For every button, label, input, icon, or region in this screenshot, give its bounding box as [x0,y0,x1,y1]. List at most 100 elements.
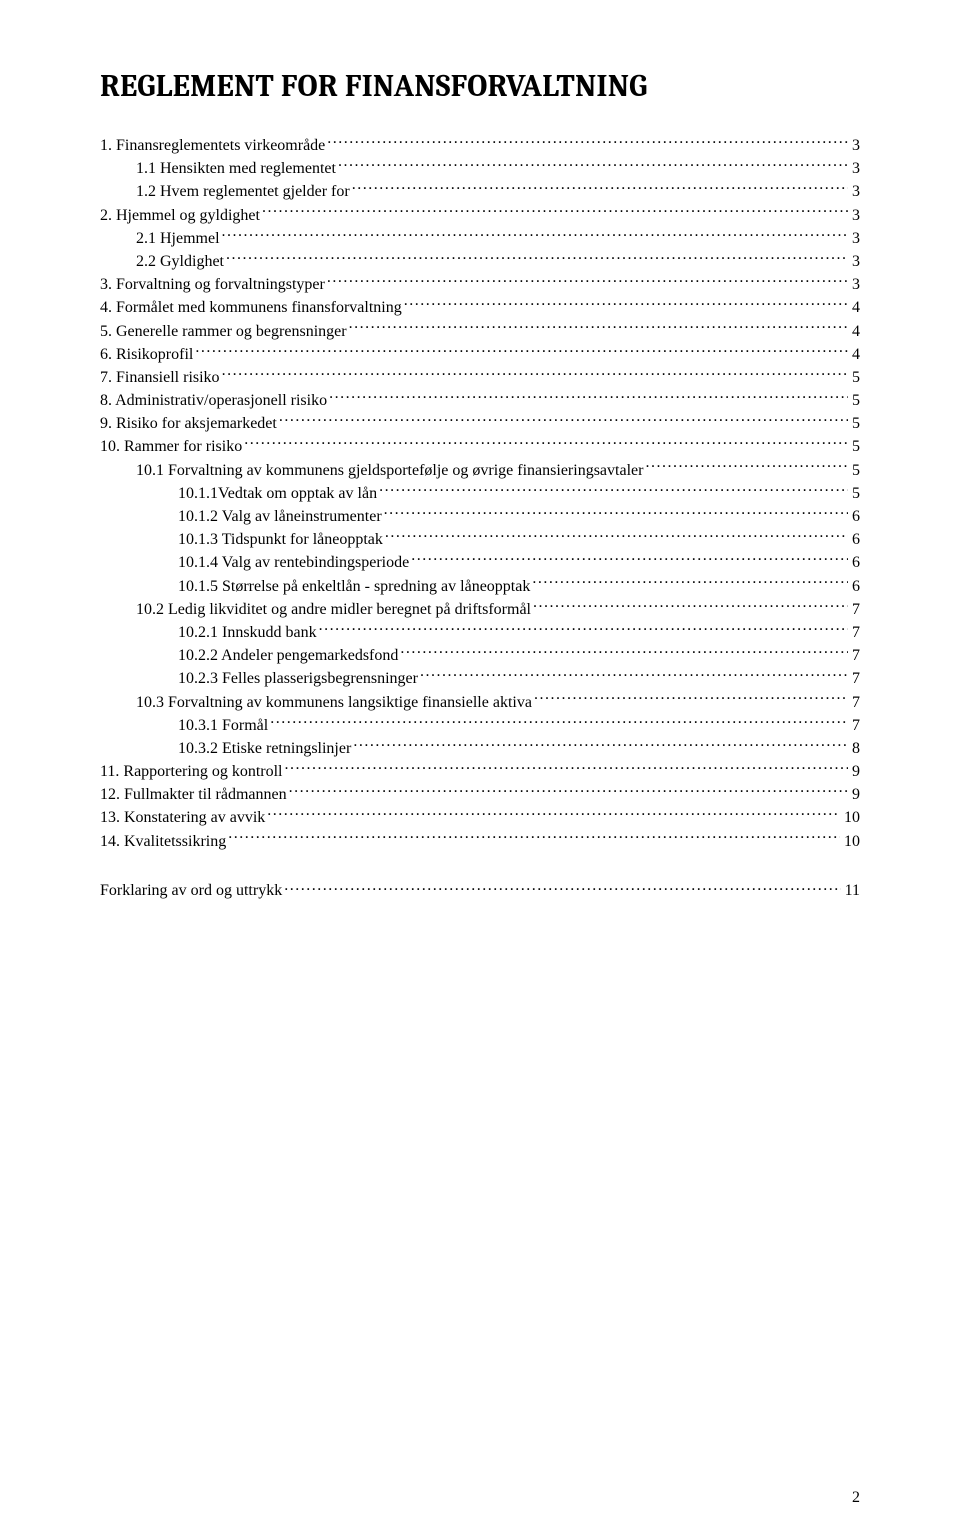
toc-entry: 10.1.3 Tidspunkt for låneopptak 6 [100,528,860,551]
leader-dots [279,412,848,428]
toc-entry-text: 10.1.2 Valg av låneinstrumenter [178,505,382,528]
glossary-entry: Forklaring av ord og uttrykk 11 [100,879,860,900]
toc-entry-text: 1. Finansreglementets virkeområde [100,134,325,157]
toc-entry-page: 7 [850,667,860,690]
toc-entry-page: 3 [850,250,860,273]
toc-entry-text: 5. Generelle rammer og begrensninger [100,320,347,343]
page-number: 2 [852,1489,860,1507]
toc-entry-text: 10.3 Forvaltning av kommunens langsiktig… [136,691,532,714]
toc-entry: 10.3 Forvaltning av kommunens langsiktig… [100,691,860,714]
toc-entry-page: 6 [850,528,860,551]
toc-entry-text: 10.2.1 Innskudd bank [178,621,317,644]
toc-entry-page: 6 [850,551,860,574]
leader-dots [228,830,840,846]
toc-entry-page: 3 [850,157,860,180]
toc-entry-page: 10 [842,806,860,829]
toc-entry: 10.2.1 Innskudd bank7 [100,621,860,644]
toc-entry-page: 4 [850,320,860,343]
leader-dots [222,227,848,243]
leader-dots [289,783,848,799]
toc-entry-page: 3 [850,273,860,296]
toc-entry: 10.3.2 Etiske retningslinjer 8 [100,737,860,760]
toc-entry-text: 10.1.3 Tidspunkt for låneopptak [178,528,383,551]
toc-entry: 2. Hjemmel og gyldighet 3 [100,204,860,227]
toc-entry-page: 7 [850,691,860,714]
toc-entry: 5. Generelle rammer og begrensninger 4 [100,320,860,343]
toc-entry-text: 1.1 Hensikten med reglementet [136,157,336,180]
toc-entry: 1.2 Hvem reglementet gjelder for 3 [100,180,860,203]
leader-dots [349,320,848,336]
toc-entry-text: 8. Administrativ/operasjonell risiko [100,389,327,412]
toc-entry-text: 7. Finansiell risiko [100,366,220,389]
toc-entry-text: 6. Risikoprofil [100,343,193,366]
toc-entry: 2.1 Hjemmel 3 [100,227,860,250]
toc-entry-text: 10.1.5 Størrelse på enkeltlån - sprednin… [178,575,530,598]
toc-entry: 10.2.3 Felles plasserigsbegrensninger 7 [100,667,860,690]
leader-dots [327,134,848,150]
toc-entry: 10.2 Ledig likviditet og andre midler be… [100,598,860,621]
toc-entry: 11. Rapportering og kontroll 9 [100,760,860,783]
toc-entry-text: 4. Formålet med kommunens finansforvaltn… [100,296,402,319]
toc-entry-page: 5 [850,366,860,389]
leader-dots [195,343,848,359]
toc-entry: 1.1 Hensikten med reglementet 3 [100,157,860,180]
leader-dots [222,366,848,382]
toc-entry-text: 11. Rapportering og kontroll [100,760,283,783]
toc-entry: 10.2.2 Andeler pengemarkedsfond7 [100,644,860,667]
leader-dots [319,621,848,637]
toc-entry-text: 14. Kvalitetssikring [100,830,226,853]
toc-entry-text: 10.2.3 Felles plasserigsbegrensninger [178,667,418,690]
toc-entry-page: 3 [850,134,860,157]
toc-entry: 14. Kvalitetssikring 10 [100,830,860,853]
toc-entry-page: 6 [850,505,860,528]
toc-entry-text: 13. Konstatering av avvik [100,806,265,829]
leader-dots [385,528,848,544]
toc-entry: 10.1.1Vedtak om opptak av lån5 [100,482,860,505]
toc-entry-text: 1.2 Hvem reglementet gjelder for [136,180,350,203]
leader-dots [533,598,848,614]
document-page: REGLEMENT FOR FINANSFORVALTNING 1. Finan… [0,0,960,1539]
toc-entry: 9. Risiko for aksjemarkedet 5 [100,412,860,435]
toc-entry: 3. Forvaltning og forvaltningstyper 3 [100,273,860,296]
toc-entry-text: 2.1 Hjemmel [136,227,220,250]
toc-entry-page: 5 [850,389,860,412]
toc-entry-text: 10.3.2 Etiske retningslinjer [178,737,351,760]
leader-dots [379,482,848,498]
toc-entry: 10.1.4 Valg av rentebindingsperiode6 [100,551,860,574]
leader-dots [284,879,840,895]
toc-entry-page: 10 [842,830,860,853]
toc-entry-text: 12. Fullmakter til rådmannen [100,783,287,806]
leader-dots [226,250,848,266]
spacer [100,853,860,879]
toc-entry-page: 3 [850,227,860,250]
leader-dots [270,714,848,730]
toc-entry-page: 5 [850,412,860,435]
leader-dots [244,435,848,451]
toc-entry: 12. Fullmakter til rådmannen9 [100,783,860,806]
table-of-contents: 1. Finansreglementets virkeområde 31.1 H… [100,134,860,853]
leader-dots [352,180,848,196]
leader-dots [645,459,848,475]
toc-entry-text: 10.2.2 Andeler pengemarkedsfond [178,644,398,667]
toc-entry: 10.1.2 Valg av låneinstrumenter 6 [100,505,860,528]
toc-entry: 7. Finansiell risiko 5 [100,366,860,389]
leader-dots [329,389,848,405]
toc-entry-page: 8 [850,737,860,760]
toc-entry: 8. Administrativ/operasjonell risiko 5 [100,389,860,412]
toc-entry: 10.3.1 Formål7 [100,714,860,737]
toc-entry-page: 7 [850,598,860,621]
toc-entry-page: 3 [850,204,860,227]
toc-entry-page: 5 [850,482,860,505]
toc-entry: 10.1.5 Størrelse på enkeltlån - sprednin… [100,575,860,598]
leader-dots [353,737,848,753]
toc-entry: 6. Risikoprofil 4 [100,343,860,366]
leader-dots [420,667,848,683]
toc-entry: 10.1 Forvaltning av kommunens gjeldsport… [100,459,860,482]
toc-entry: 2.2 Gyldighet 3 [100,250,860,273]
page-title: REGLEMENT FOR FINANSFORVALTNING [100,68,860,104]
toc-entry-page: 6 [850,575,860,598]
leader-dots [327,273,848,289]
toc-entry-page: 9 [850,760,860,783]
leader-dots [285,760,849,776]
leader-dots [534,691,848,707]
